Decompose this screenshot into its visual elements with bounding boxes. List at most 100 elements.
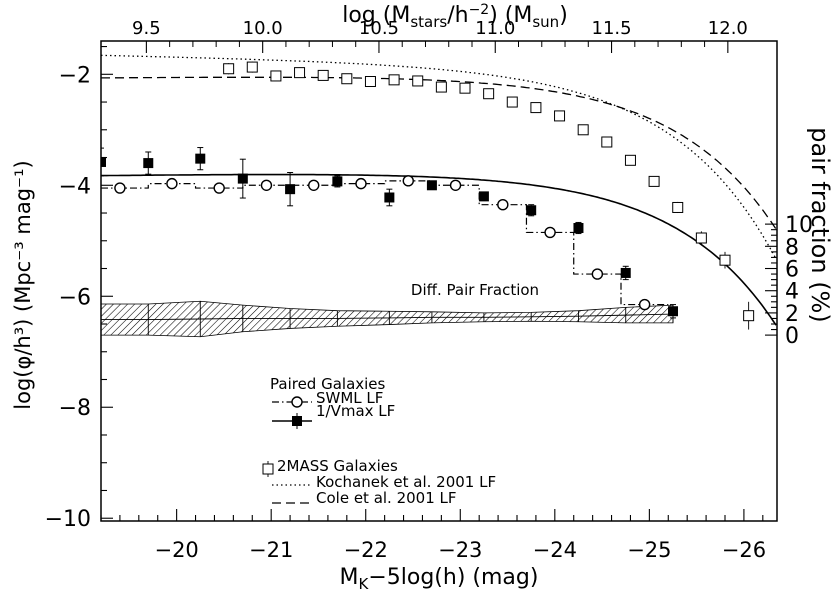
mass-point [695,232,707,244]
mass-point [648,175,660,187]
mass-point [577,124,589,136]
top-tick-label: 9.5 [132,18,161,39]
right-tick-label: 8 [785,235,799,260]
top-axis-title-part: sun [532,13,559,31]
mass-point [601,136,613,148]
vmax-point [195,153,206,164]
top-axis-title-part: stars [410,13,447,31]
top-axis-title-part: ) [559,3,568,28]
bottom-tick-label: −23 [438,538,482,562]
legend-vmax-label: 1/Vmax LF [316,402,395,420]
mass-point [341,73,353,85]
top-axis-title: log (Mstars/h−2) (Msun) [342,2,568,31]
bottom-tick-label: −21 [249,538,293,562]
vmax-point [237,173,248,184]
vmax-point [332,176,343,187]
mass-point [223,63,235,75]
right-tick-label: 6 [785,258,799,283]
left-tick-label: −8 [59,396,91,421]
left-tick-label: −2 [59,63,91,88]
swml-point [260,179,273,191]
legend-mass-marker [262,463,274,475]
swml-point [402,175,414,187]
mass-point [530,102,542,114]
mass-point [270,70,282,82]
vmax-point [384,192,395,203]
swml-point [544,226,556,239]
vmax-point [526,205,537,216]
swml-point [308,179,320,191]
mass-point [317,69,329,81]
vmax-point [668,306,678,317]
bottom-tick-label: −22 [344,538,388,562]
top-tick-label: 10.5 [359,18,399,39]
mass-point [672,201,684,213]
top-tick-label: 11.0 [475,18,515,39]
mass-point [743,310,755,322]
mass-point [459,82,471,94]
mass-point [506,96,518,108]
right-tick-label: 4 [785,280,799,305]
mass-point [435,81,447,93]
left-tick-label: −4 [59,174,91,199]
top-tick-label: 11.5 [592,18,632,39]
x-axis-title-part: M [340,565,359,590]
legend-swml-marker [291,396,303,408]
mass-point [624,154,636,166]
vmax-point [478,191,489,202]
top-axis-title-part: /h [447,3,468,28]
mass-point [246,61,258,73]
x-axis-title-part: K [359,575,370,593]
top-axis-title-part: −2 [469,2,490,18]
mass-point [483,88,495,100]
mass-point [554,110,566,122]
mass-galaxies-heading: 2MASS Galaxies [277,457,398,475]
legend-vmax-marker [292,416,302,426]
swml-point [497,198,509,211]
x-axis-title-part: −5log(h) (mag) [368,565,538,590]
curve-cole-et-al-2001-lf [101,76,777,230]
swml-point [449,179,462,191]
swml-point [114,182,126,194]
right-tick-label: 0 [785,324,799,349]
mass-point [388,74,400,86]
swml-point [166,177,178,190]
top-tick-label: 12.0 [708,18,748,39]
left-tick-label: −10 [45,507,91,532]
legend-cole-label: Cole et al. 2001 LF [316,489,457,507]
mass-point [412,75,424,87]
swml-point [355,177,367,190]
top-axis-title-part: ) (M [489,3,532,28]
x-axis-title: MK−5log(h) (mag) [340,565,539,593]
bottom-tick-label: −26 [722,538,766,562]
swml-point [213,182,225,194]
vmax-point [101,156,106,167]
swml-point [638,298,651,311]
mass-point [719,254,731,266]
bottom-tick-label: −20 [154,538,198,562]
top-axis-title-part: log (M [342,3,410,28]
plot-frame [100,40,778,522]
mass-point [364,76,376,88]
right-tick-label: 10 [785,213,813,238]
paired-galaxies-heading: Paired Galaxies [270,375,386,393]
vmax-point [285,184,296,195]
left-tick-label: −6 [59,285,91,310]
mass-point [294,67,306,79]
bottom-tick-label: −24 [533,538,577,562]
legend-kochanek-label: Kochanek et al. 2001 LF [316,473,496,491]
vmax-point [143,158,154,169]
top-tick-label: 10.0 [243,18,283,39]
curve-1-vmax-lf [101,173,777,326]
vmax-point [573,223,584,234]
y-axis-title: log(φ/h³) (Mpc⁻³ mag⁻¹) [11,160,35,409]
diff-pair-fraction-label: Diff. Pair Fraction [411,281,539,299]
swml-point [591,268,604,280]
legend-swml-label: SWML LF [316,389,383,407]
bottom-tick-label: −25 [627,538,671,562]
curve-kochanek-et-al-2001-lf [101,54,777,260]
vmax-point [620,267,631,278]
right-axis-title: pair fraction (%) [806,127,831,322]
vmax-point [426,180,437,191]
